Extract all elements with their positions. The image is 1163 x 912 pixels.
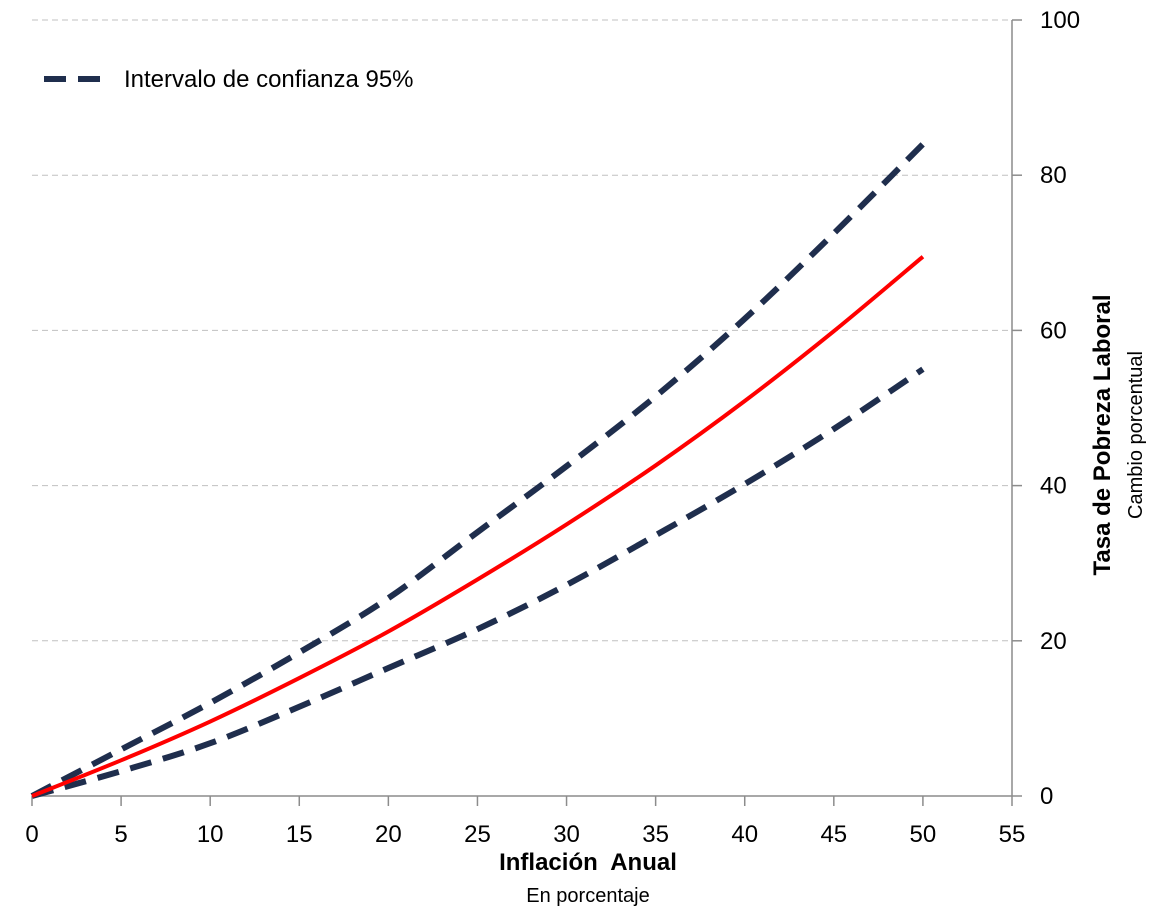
x-tick-label-35: 35 — [642, 821, 669, 848]
x-tick-label-15: 15 — [286, 821, 313, 848]
x-tick-label-10: 10 — [197, 821, 224, 848]
y-tick-label-60: 60 — [1040, 317, 1067, 344]
y-tick-label-100: 100 — [1040, 7, 1080, 34]
axes — [31, 19, 1022, 806]
series-line-estimate — [31, 255, 925, 798]
x-axis-title: Inflación Anual — [499, 849, 677, 876]
legend: Intervalo de confianza 95% — [44, 66, 414, 93]
y-axis-title: Tasa de Pobreza Laboral — [1089, 295, 1116, 576]
x-tick-label-5: 5 — [114, 821, 127, 848]
x-tick-label-25: 25 — [464, 821, 491, 848]
y-axis-subtitle: Cambio porcentual — [1125, 351, 1147, 519]
series-line-lower — [31, 366, 925, 799]
x-tick-label-45: 45 — [820, 821, 847, 848]
x-axis-subtitle: En porcentaje — [526, 885, 649, 907]
y-tick-label-0: 0 — [1040, 783, 1053, 810]
tick-labels: 0 5 10 15 20 25 30 35 40 45 50 55 0 20 40 60 80 100 — [25, 7, 1080, 848]
series-line-upper — [30, 142, 926, 799]
gridlines — [32, 19, 1012, 642]
x-tick-label-0: 0 — [25, 821, 38, 848]
y-tick-label-20: 20 — [1040, 628, 1067, 655]
x-tick-label-30: 30 — [553, 821, 580, 848]
x-tick-label-55: 55 — [999, 821, 1026, 848]
y-tick-label-40: 40 — [1040, 473, 1067, 500]
x-tick-label-20: 20 — [375, 821, 402, 848]
legend-label-confidence-interval: Intervalo de confianza 95% — [124, 66, 414, 93]
series-group — [30, 142, 926, 799]
x-tick-label-40: 40 — [731, 821, 758, 848]
y-tick-label-80: 80 — [1040, 162, 1067, 189]
x-tick-label-50: 50 — [910, 821, 937, 848]
